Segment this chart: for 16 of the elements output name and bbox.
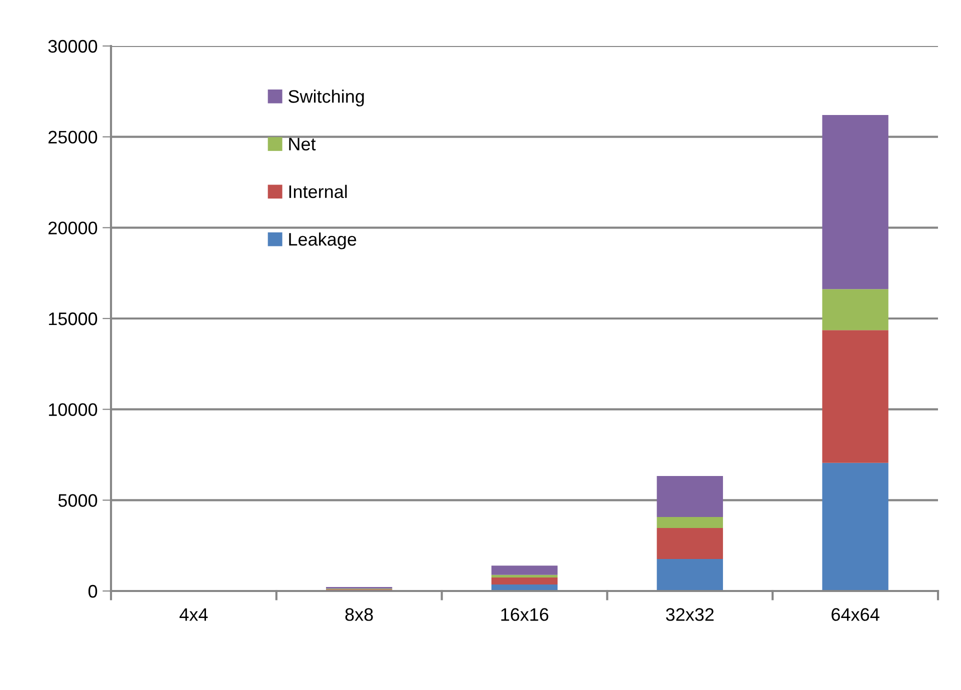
y-tick-label: 10000 — [48, 403, 98, 416]
x-tick-label: 32x32 — [666, 608, 714, 621]
x-tick-label: 8x8 — [345, 608, 373, 621]
x-tick-label: 4x4 — [180, 608, 208, 621]
y-tick-label: 25000 — [48, 130, 98, 144]
legend-label: Net — [289, 138, 316, 150]
y-tick-label: 0 — [88, 584, 98, 598]
y-tick-label: 15000 — [48, 312, 98, 326]
legend-label: Leakage — [289, 232, 356, 250]
legend-label: Switching — [288, 90, 364, 106]
x-tick-label: 64x64 — [832, 608, 880, 621]
y-tick-label: 30000 — [48, 40, 98, 53]
legend-label: Internal — [289, 184, 347, 198]
y-tick-label: 20000 — [48, 222, 98, 234]
x-tick-label: 16x16 — [501, 608, 548, 621]
y-tick-label: 5000 — [58, 494, 98, 507]
